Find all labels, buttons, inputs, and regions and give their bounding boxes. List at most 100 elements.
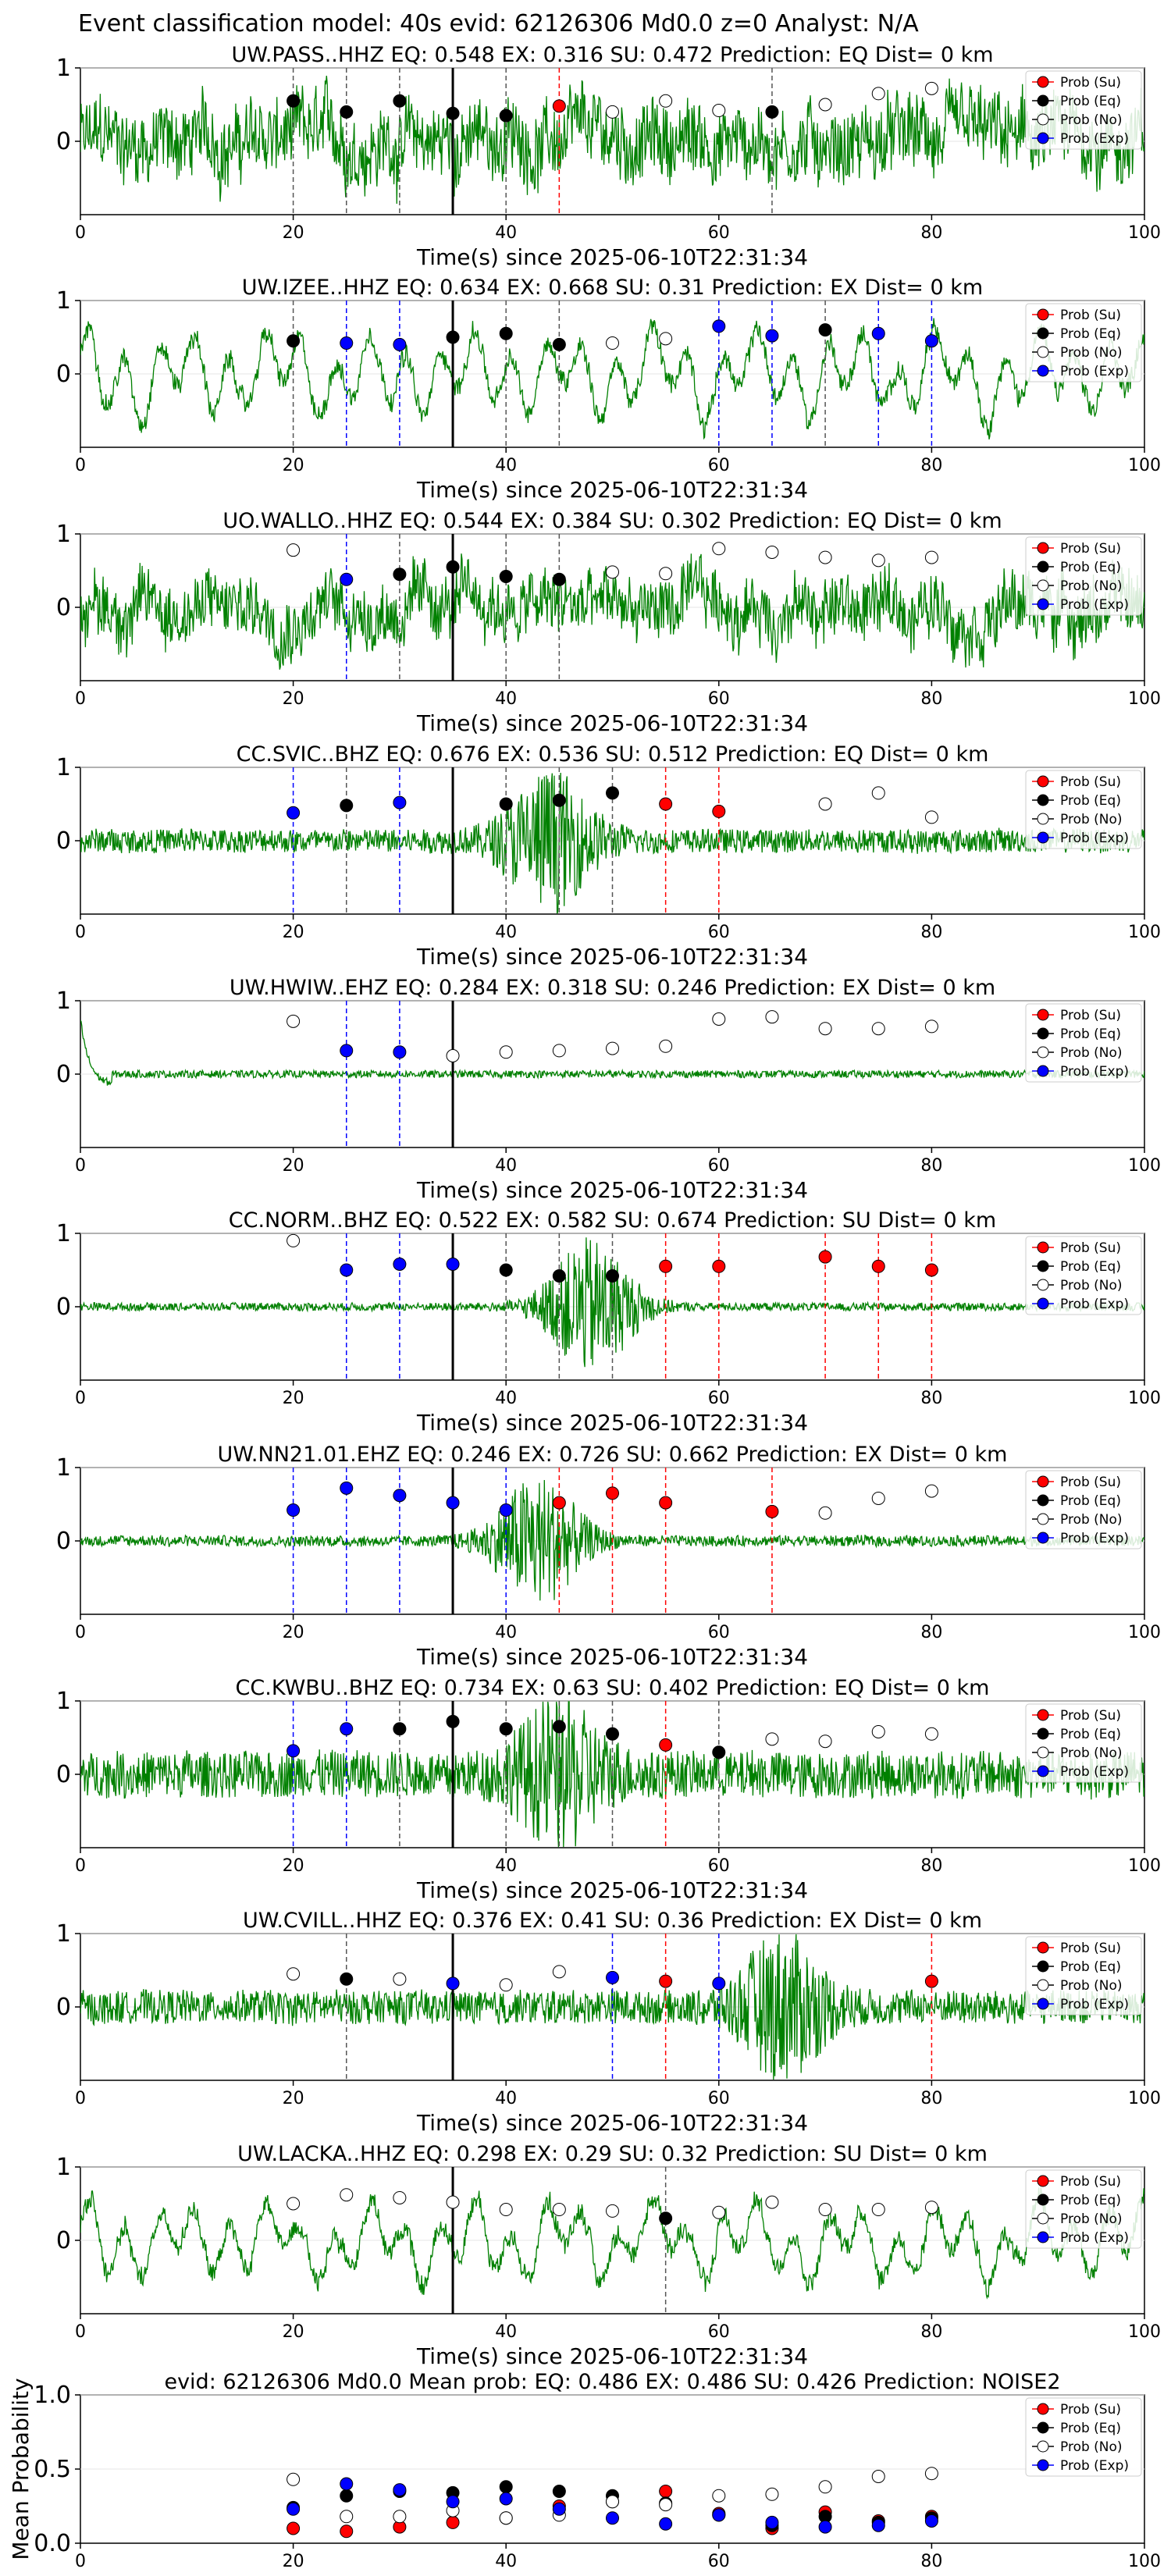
x-tick-label: 0 xyxy=(75,1156,86,1176)
legend-label-su: Prob (Su) xyxy=(1060,1008,1121,1023)
x-axis-label: Time(s) since 2025-06-10T22:31:34 xyxy=(416,944,808,970)
legend-label-eq: Prob (Eq) xyxy=(1060,560,1121,575)
legend-marker-eq xyxy=(1037,560,1049,573)
legend-marker-exp xyxy=(1037,1998,1049,2010)
prob-point-no xyxy=(765,546,779,559)
legend-marker-exp xyxy=(1037,2459,1049,2471)
legend: Prob (Su) Prob (Eq) Prob (No) Prob (Exp) xyxy=(1025,70,1142,150)
waveform-trace xyxy=(80,76,1144,205)
x-tick-label: 60 xyxy=(708,1856,730,1876)
prob-point-exp xyxy=(340,336,354,350)
panel-title: UW.HWIW..EHZ EQ: 0.284 EX: 0.318 SU: 0.2… xyxy=(230,976,995,1000)
prob-point-eq xyxy=(552,793,566,807)
y-tick-label: 0 xyxy=(56,1293,71,1321)
y-tick-label: 0 xyxy=(56,1761,71,1788)
panel-title: CC.SVIC..BHZ EQ: 0.676 EX: 0.536 SU: 0.5… xyxy=(237,742,989,767)
panel-title: UW.LACKA..HHZ EQ: 0.298 EX: 0.29 SU: 0.3… xyxy=(237,2142,988,2166)
mean-prob-point-no xyxy=(765,2487,779,2501)
prob-point-exp xyxy=(393,1045,407,1059)
prob-point-eq xyxy=(659,2211,673,2226)
x-tick-label: 100 xyxy=(1128,923,1161,942)
legend-label-exp: Prob (Exp) xyxy=(1060,2230,1129,2246)
prob-point-no xyxy=(659,332,673,346)
legend-label-exp: Prob (Exp) xyxy=(1060,597,1129,613)
prob-point-no xyxy=(765,2195,779,2209)
legend-label-eq: Prob (Eq) xyxy=(1060,326,1121,342)
y-tick-label: 1 xyxy=(56,1688,71,1715)
legend-marker-exp xyxy=(1037,1297,1049,1310)
x-axis-label: Time(s) since 2025-06-10T22:31:34 xyxy=(416,2343,808,2369)
x-tick-label: 0 xyxy=(75,923,86,942)
prob-point-exp xyxy=(340,1263,354,1277)
mean-prob-point-no xyxy=(924,2467,938,2481)
mean-prob-point-exp xyxy=(552,2502,566,2516)
prob-point-no xyxy=(552,1044,566,1058)
mean-prob-point-exp xyxy=(340,2477,354,2491)
prob-point-exp xyxy=(287,806,301,820)
x-tick-label: 20 xyxy=(283,1856,304,1876)
x-tick-label: 80 xyxy=(920,1389,942,1408)
x-tick-label: 60 xyxy=(708,1389,730,1408)
x-axis-label: Time(s) since 2025-06-10T22:31:34 xyxy=(416,1410,808,1436)
prob-point-su xyxy=(924,1974,938,1988)
y-tick-label: 0 xyxy=(56,1528,71,1555)
prob-point-no xyxy=(552,2203,566,2217)
station-panel: UW.HWIW..EHZ EQ: 0.284 EX: 0.318 SU: 0.2… xyxy=(56,976,1161,1203)
mean-prob-point-exp xyxy=(606,2511,619,2525)
legend-label-no: Prob (No) xyxy=(1060,1745,1123,1761)
y-tick-label: 1.0 xyxy=(34,2382,71,2409)
prob-point-su xyxy=(924,1263,938,1277)
x-tick-label: 100 xyxy=(1128,2089,1161,2108)
legend-box xyxy=(1025,536,1142,616)
prob-point-exp xyxy=(446,1257,460,1271)
x-tick-label: 40 xyxy=(495,2089,517,2108)
legend-marker-su xyxy=(1037,1941,1049,1954)
prob-point-no xyxy=(818,2203,832,2217)
prob-point-eq xyxy=(393,94,407,108)
legend-label-eq: Prob (Eq) xyxy=(1060,1727,1121,1742)
legend-marker-su xyxy=(1037,1009,1049,1021)
prob-point-no xyxy=(818,98,832,112)
x-tick-label: 0 xyxy=(75,1389,86,1408)
mean-prob-point-eq xyxy=(340,2489,354,2503)
legend-label-eq: Prob (Eq) xyxy=(1060,1026,1121,1042)
x-axis-label: Time(s) since 2025-06-10T22:31:34 xyxy=(416,244,808,270)
legend-marker-su xyxy=(1037,2403,1049,2415)
prob-point-no xyxy=(287,1233,301,1247)
x-tick-label: 60 xyxy=(708,2089,730,2108)
x-tick-label: 40 xyxy=(495,223,517,243)
prob-point-no xyxy=(924,2201,938,2215)
legend: Prob (Su) Prob (Eq) Prob (No) Prob (Exp) xyxy=(1025,1703,1142,1783)
panel-title: evid: 62126306 Md0.0 Mean prob: EQ: 0.48… xyxy=(164,2370,1060,2394)
x-tick-label: 80 xyxy=(920,689,942,709)
prob-point-eq xyxy=(765,105,779,119)
prob-point-su xyxy=(712,804,726,818)
legend: Prob (Su) Prob (Eq) Prob (No) Prob (Exp) xyxy=(1025,303,1142,382)
x-tick-label: 20 xyxy=(283,1156,304,1176)
x-tick-label: 80 xyxy=(920,456,942,475)
y-tick-label: 0 xyxy=(56,827,71,855)
station-panel: UW.IZEE..HHZ EQ: 0.634 EX: 0.668 SU: 0.3… xyxy=(56,276,1161,503)
prob-point-no xyxy=(712,104,726,118)
legend-marker-eq xyxy=(1037,94,1049,107)
station-panel: UO.WALLO..HHZ EQ: 0.544 EX: 0.384 SU: 0.… xyxy=(56,509,1161,736)
legend-box xyxy=(1025,2397,1142,2477)
prob-point-su xyxy=(765,1504,779,1518)
x-tick-label: 100 xyxy=(1128,456,1161,475)
legend-marker-exp xyxy=(1037,365,1049,377)
x-tick-label: 80 xyxy=(920,923,942,942)
mean-prob-point-exp xyxy=(659,2517,673,2531)
waveform-trace xyxy=(80,2186,1144,2300)
y-tick-label: 0.0 xyxy=(34,2530,71,2557)
waveform-trace xyxy=(80,1019,1144,1086)
legend-marker-eq xyxy=(1037,2421,1049,2434)
x-tick-label: 0 xyxy=(75,1856,86,1876)
x-axis-label: Time(s) since 2025-06-10T22:31:34 xyxy=(416,1877,808,1903)
legend-label-eq: Prob (Eq) xyxy=(1060,1259,1121,1275)
prob-point-no xyxy=(659,1039,673,1053)
x-axis-label: Time(s) since 2025-06-10T22:31:34 xyxy=(416,1177,808,1203)
x-tick-label: 100 xyxy=(1128,1623,1161,1642)
prob-point-su xyxy=(552,99,566,113)
x-tick-label: 100 xyxy=(1128,1856,1161,1876)
